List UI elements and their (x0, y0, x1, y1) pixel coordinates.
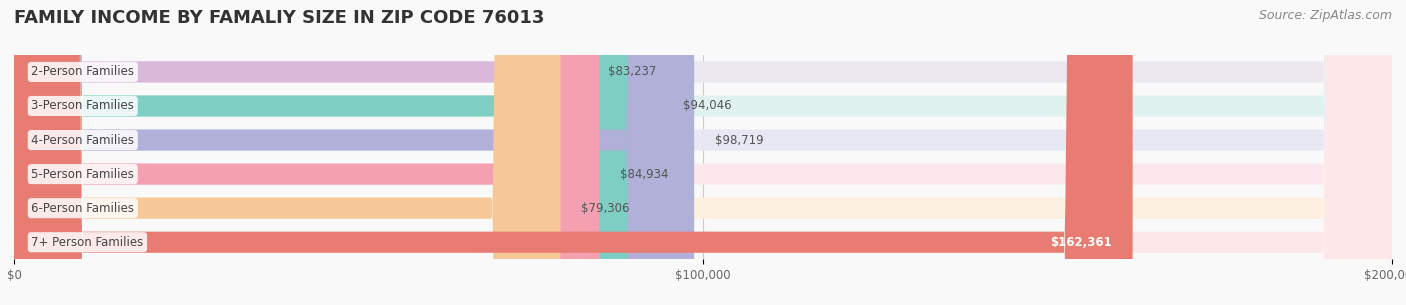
FancyBboxPatch shape (14, 0, 1392, 305)
Text: 5-Person Families: 5-Person Families (31, 168, 134, 181)
Text: $162,361: $162,361 (1050, 236, 1112, 249)
FancyBboxPatch shape (14, 0, 599, 305)
Text: $83,237: $83,237 (609, 66, 657, 78)
Text: 6-Person Families: 6-Person Families (31, 202, 135, 215)
Text: 4-Person Families: 4-Person Families (31, 134, 135, 146)
FancyBboxPatch shape (14, 0, 1392, 305)
Text: $84,934: $84,934 (620, 168, 668, 181)
FancyBboxPatch shape (14, 0, 561, 305)
Text: 2-Person Families: 2-Person Families (31, 66, 135, 78)
Text: Source: ZipAtlas.com: Source: ZipAtlas.com (1258, 9, 1392, 22)
FancyBboxPatch shape (14, 0, 1392, 305)
FancyBboxPatch shape (14, 0, 1133, 305)
FancyBboxPatch shape (14, 0, 1392, 305)
FancyBboxPatch shape (14, 0, 695, 305)
Text: FAMILY INCOME BY FAMALIY SIZE IN ZIP CODE 76013: FAMILY INCOME BY FAMALIY SIZE IN ZIP COD… (14, 9, 544, 27)
FancyBboxPatch shape (14, 0, 588, 305)
Text: 7+ Person Families: 7+ Person Families (31, 236, 143, 249)
FancyBboxPatch shape (14, 0, 1392, 305)
FancyBboxPatch shape (14, 0, 1392, 305)
Text: $94,046: $94,046 (683, 99, 731, 113)
FancyBboxPatch shape (14, 0, 662, 305)
Text: $98,719: $98,719 (714, 134, 763, 146)
Text: 3-Person Families: 3-Person Families (31, 99, 134, 113)
Text: $79,306: $79,306 (581, 202, 630, 215)
